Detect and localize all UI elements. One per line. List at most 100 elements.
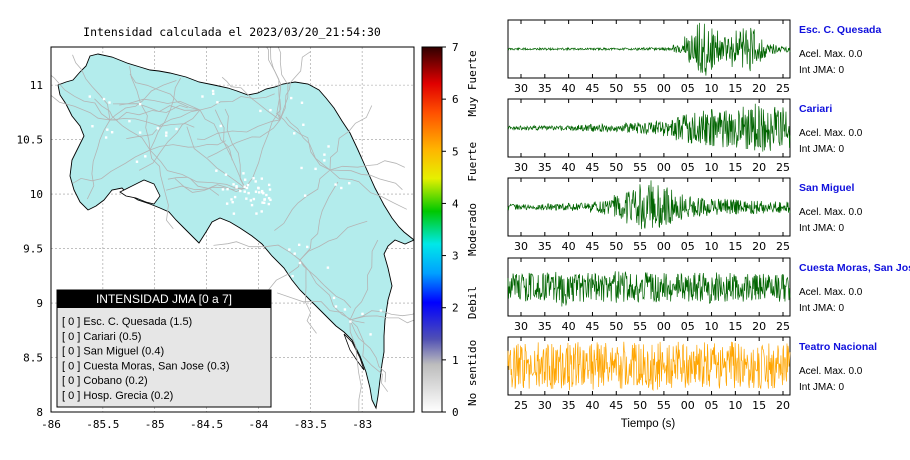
city-marker bbox=[257, 187, 260, 190]
city-marker bbox=[258, 191, 261, 194]
time-tick-label: 00 bbox=[657, 320, 671, 333]
road bbox=[349, 239, 379, 321]
road bbox=[126, 109, 201, 140]
city-marker bbox=[269, 108, 272, 112]
legend-entry: [ 0 ] Cobano (0.2) bbox=[62, 375, 148, 387]
waveform-panel: 30 35 40 45 50 55 00 05 10 15 20 25 Cuesta Moras, Sa… bbox=[507, 257, 910, 333]
colorbar-tick-label: 7 bbox=[452, 41, 459, 54]
time-tick-label: 50 bbox=[609, 82, 623, 95]
time-tick-label: 50 bbox=[609, 320, 623, 333]
colorbar-gradient bbox=[421, 46, 443, 413]
map-frame bbox=[50, 46, 415, 413]
city-marker bbox=[343, 308, 347, 311]
city-marker bbox=[247, 191, 250, 195]
intensity-map-panel: Intensidad calculada el 2023/03/20_21:54… bbox=[17, 25, 415, 431]
lat-tick-label: 10.5 bbox=[17, 134, 44, 147]
city-marker bbox=[277, 271, 280, 274]
colorbar-categories: No sentido Debil Moderado Fuerte Muy Fuerte bbox=[466, 50, 479, 406]
lon-tick-label: -84 bbox=[248, 418, 268, 431]
time-tick-label: 45 bbox=[585, 161, 599, 174]
road bbox=[72, 149, 151, 184]
road bbox=[274, 169, 331, 231]
city-marker bbox=[263, 198, 266, 201]
city-marker bbox=[88, 95, 91, 98]
time-tick-label: 30 bbox=[538, 399, 552, 412]
longitude-axis: -86 -85.5 -85 -84.5 -84 -83.5 -83 bbox=[41, 418, 372, 431]
station-name: San Miguel bbox=[799, 182, 855, 194]
time-tick-label: 15 bbox=[728, 240, 742, 253]
golfo-dulce bbox=[343, 333, 365, 371]
time-tick-label: 15 bbox=[728, 320, 742, 333]
lon-tick-label: -84.5 bbox=[190, 418, 223, 431]
gulf-of-nicoya bbox=[119, 179, 161, 205]
time-tick-label: 00 bbox=[657, 240, 671, 253]
road bbox=[213, 241, 301, 261]
city-marker bbox=[138, 102, 142, 106]
time-tick-label: 30 bbox=[514, 82, 528, 95]
legend-box bbox=[56, 289, 272, 408]
city-marker bbox=[165, 131, 168, 134]
colorbar-category-label: Fuerte bbox=[466, 142, 479, 182]
road bbox=[349, 310, 414, 321]
time-tick-label: 30 bbox=[514, 320, 528, 333]
time-tick-label: 00 bbox=[657, 82, 671, 95]
city-marker bbox=[260, 189, 264, 193]
time-tick-label: 20 bbox=[752, 82, 766, 95]
colorbar-tick-label: 1 bbox=[452, 354, 459, 367]
time-tick-label: 05 bbox=[681, 320, 695, 333]
time-tick-label: 10 bbox=[728, 399, 742, 412]
city-marker bbox=[334, 183, 337, 186]
city-marker bbox=[246, 183, 250, 187]
road bbox=[279, 51, 312, 121]
time-tick-label: 05 bbox=[681, 161, 695, 174]
city-marker bbox=[135, 160, 139, 163]
road-network bbox=[51, 47, 414, 411]
time-tick-label: 25 bbox=[776, 240, 790, 253]
road bbox=[277, 292, 351, 321]
time-tick-label: 05 bbox=[681, 240, 695, 253]
city-marker bbox=[243, 185, 246, 188]
city-marker bbox=[106, 128, 109, 131]
time-tick-label: 10 bbox=[705, 240, 719, 253]
station-accel: Acel. Max. 0.0 bbox=[799, 49, 863, 60]
legend-entry: [ 0 ] Cuesta Moras, San Jose (0.3) bbox=[62, 360, 230, 372]
station-accel: Acel. Max. 0.0 bbox=[799, 207, 863, 218]
city-marker bbox=[226, 187, 229, 191]
city-marker bbox=[293, 132, 296, 135]
city-marker bbox=[262, 201, 266, 205]
city-marker bbox=[245, 186, 249, 190]
city-marker bbox=[233, 195, 237, 199]
city-marker bbox=[298, 261, 302, 265]
time-axis-label: Tiempo (s) bbox=[621, 418, 676, 430]
time-tick-label: 20 bbox=[776, 399, 790, 412]
city-marker bbox=[102, 97, 106, 101]
time-tick-label: 10 bbox=[705, 161, 719, 174]
city-marker bbox=[249, 199, 253, 202]
station-accel: Acel. Max. 0.0 bbox=[799, 287, 863, 298]
city-marker bbox=[215, 169, 218, 172]
time-tick-label: 10 bbox=[705, 82, 719, 95]
time-tick-label: 50 bbox=[609, 161, 623, 174]
time-tick-label: 40 bbox=[562, 161, 576, 174]
road bbox=[119, 98, 201, 111]
city-marker bbox=[327, 145, 330, 148]
city-marker bbox=[260, 210, 263, 213]
city-marker bbox=[211, 89, 215, 93]
legend-entry: [ 0 ] San Miguel (0.4) bbox=[62, 346, 164, 358]
time-tick-label: 30 bbox=[514, 240, 528, 253]
city-marker bbox=[265, 193, 268, 197]
station-name: Teatro Nacional bbox=[799, 341, 877, 353]
road bbox=[299, 259, 352, 308]
city-marker bbox=[91, 125, 94, 128]
lat-tick-label: 8 bbox=[36, 406, 43, 419]
legend-entry: [ 0 ] Hosp. Grecia (0.2) bbox=[62, 390, 173, 402]
city-marker bbox=[267, 183, 271, 187]
road bbox=[221, 76, 281, 121]
time-tick-label: 40 bbox=[562, 240, 576, 253]
time-tick-label: 00 bbox=[657, 161, 671, 174]
city-marker bbox=[110, 131, 114, 134]
colorbar-tick-label: 3 bbox=[452, 250, 459, 263]
road bbox=[86, 119, 111, 200]
city-marker bbox=[239, 189, 242, 193]
time-tick-label: 20 bbox=[752, 240, 766, 253]
